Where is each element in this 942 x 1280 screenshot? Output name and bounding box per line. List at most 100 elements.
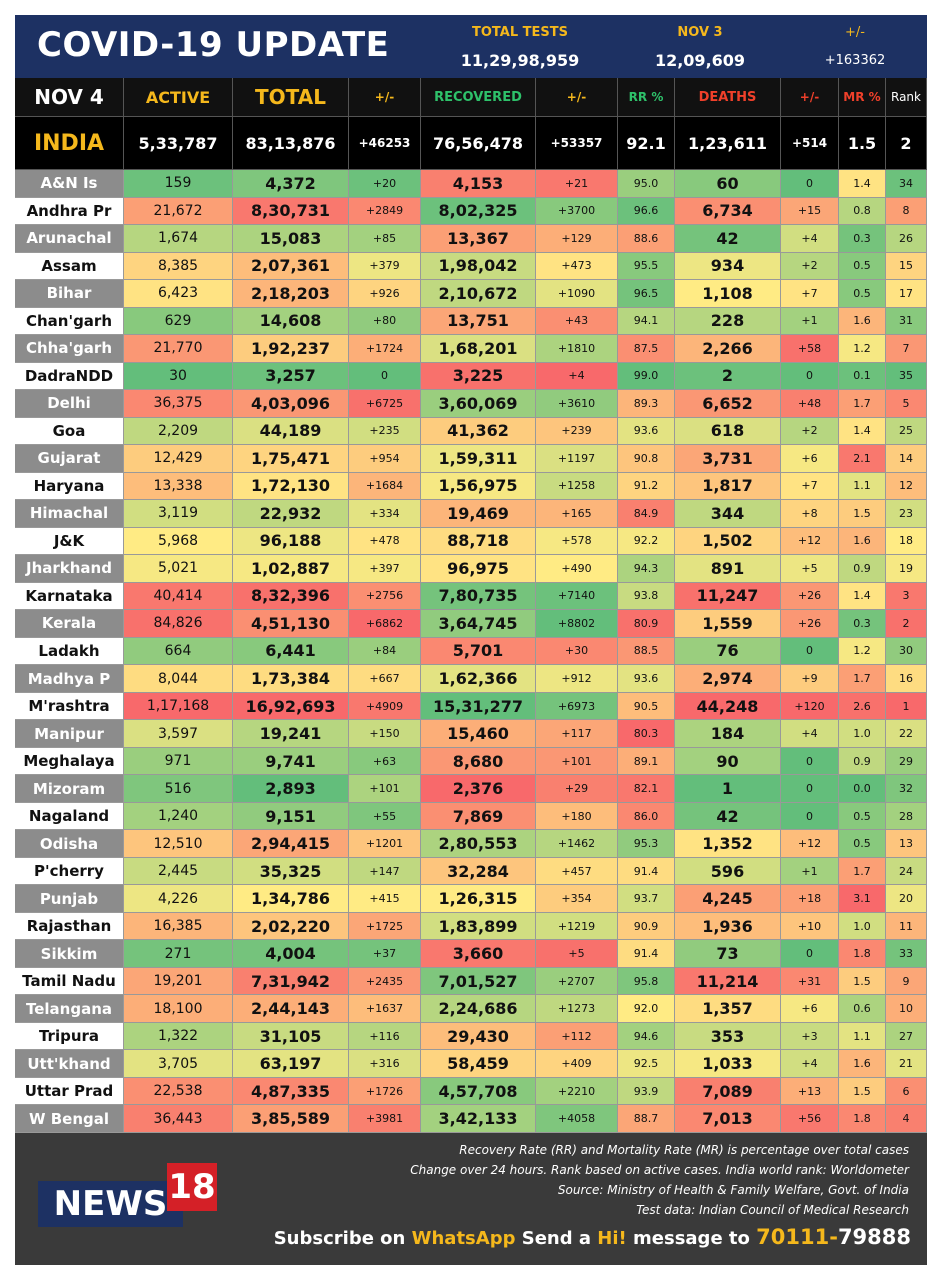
- table-cell: 1,817: [675, 472, 781, 501]
- table-cell: 8,680: [421, 747, 536, 776]
- column-header: DEATHS: [675, 78, 781, 117]
- table-cell: +2: [781, 417, 839, 446]
- table-cell: 91.2: [618, 472, 675, 501]
- logo-text: NEWS: [38, 1181, 183, 1227]
- table-cell: 1: [675, 775, 781, 803]
- table-cell: 13,367: [421, 225, 536, 253]
- table-cell: +26: [781, 610, 839, 638]
- table-cell: 3.1: [839, 885, 886, 913]
- table-cell: 93.9: [618, 1077, 675, 1106]
- table-cell: +150: [349, 720, 421, 748]
- table-cell: 2,376: [421, 775, 536, 803]
- table-cell: 1.2: [839, 335, 886, 363]
- table-cell: 891: [675, 555, 781, 583]
- table-cell: 2.6: [839, 692, 886, 721]
- table-cell: 7,01,527: [421, 967, 536, 996]
- table-cell: 7,869: [421, 802, 536, 831]
- table-cell: 0.5: [839, 830, 886, 858]
- table-cell: 596: [675, 857, 781, 886]
- table-cell: 3,705: [124, 1050, 233, 1078]
- table-cell: 516: [124, 775, 233, 803]
- india-value: +46253: [349, 117, 421, 170]
- table-cell: 22,538: [124, 1077, 233, 1106]
- note: Source: Ministry of Health & Family Welf…: [557, 1183, 909, 1197]
- table-cell: 353: [675, 1022, 781, 1051]
- table-cell: 21,770: [124, 335, 233, 363]
- state-name: Jharkhand: [15, 555, 124, 583]
- state-name: Mizoram: [15, 775, 124, 803]
- column-header: +/-: [536, 78, 618, 117]
- table-cell: 9: [886, 967, 927, 996]
- table-cell: 2,44,143: [233, 995, 349, 1023]
- state-name: Chha'garh: [15, 335, 124, 363]
- table-cell: 8,30,731: [233, 197, 349, 225]
- table-cell: 7,089: [675, 1077, 781, 1106]
- table-cell: 1.5: [839, 967, 886, 996]
- table-cell: 20: [886, 885, 927, 913]
- table-cell: +379: [349, 252, 421, 281]
- table-cell: 90.8: [618, 445, 675, 473]
- column-header: +/-: [349, 78, 421, 117]
- prev-label: NOV 3: [677, 25, 723, 40]
- table-cell: +18: [781, 885, 839, 913]
- table-cell: 1.5: [839, 500, 886, 528]
- table-cell: 15,31,277: [421, 692, 536, 721]
- table-cell: +112: [536, 1022, 618, 1051]
- table-cell: 0: [781, 747, 839, 776]
- table-cell: 629: [124, 307, 233, 336]
- table-cell: 21: [886, 1050, 927, 1078]
- table-cell: +15: [781, 197, 839, 225]
- table-cell: 15: [886, 252, 927, 281]
- note: Change over 24 hours. Rank based on acti…: [410, 1163, 909, 1177]
- table-cell: +13: [781, 1077, 839, 1106]
- table-cell: 4,03,096: [233, 390, 349, 418]
- state-name: DadraNDD: [15, 362, 124, 391]
- change-label: +/-: [845, 25, 865, 40]
- table-cell: +2435: [349, 967, 421, 996]
- table-cell: 1,02,887: [233, 555, 349, 583]
- india-value: 2: [886, 117, 927, 170]
- state-name: Himachal: [15, 500, 124, 528]
- table-cell: +926: [349, 280, 421, 308]
- table-cell: 4: [886, 1105, 927, 1133]
- table-cell: 94.6: [618, 1022, 675, 1051]
- table-cell: 0.3: [839, 610, 886, 638]
- table-cell: 344: [675, 500, 781, 528]
- state-name: Meghalaya: [15, 747, 124, 776]
- table-cell: +85: [349, 225, 421, 253]
- table-cell: 84,826: [124, 610, 233, 638]
- table-cell: +84: [349, 637, 421, 666]
- state-name: Uttar Prad: [15, 1077, 124, 1106]
- table-cell: 19,201: [124, 967, 233, 996]
- table-cell: +31: [781, 967, 839, 996]
- table-cell: +4: [781, 720, 839, 748]
- table-cell: 84.9: [618, 500, 675, 528]
- state-name: Karnataka: [15, 582, 124, 611]
- state-name: Delhi: [15, 390, 124, 418]
- table-cell: 90: [675, 747, 781, 776]
- table-cell: 89.3: [618, 390, 675, 418]
- state-name: Gujarat: [15, 445, 124, 473]
- state-name: Telangana: [15, 995, 124, 1023]
- india-value: +53357: [536, 117, 618, 170]
- table-cell: 88.5: [618, 637, 675, 666]
- table-cell: +7: [781, 280, 839, 308]
- table-cell: 1,936: [675, 912, 781, 941]
- table-cell: 15,460: [421, 720, 536, 748]
- table-cell: 92.0: [618, 995, 675, 1023]
- table-cell: 4,226: [124, 885, 233, 913]
- table-cell: +1462: [536, 830, 618, 858]
- table-cell: +6: [781, 445, 839, 473]
- table-cell: 95.0: [618, 170, 675, 198]
- table-cell: 63,197: [233, 1050, 349, 1078]
- table-cell: 2: [886, 610, 927, 638]
- table-cell: 29,430: [421, 1022, 536, 1051]
- table-cell: 90.5: [618, 692, 675, 721]
- table-cell: +3610: [536, 390, 618, 418]
- table-cell: +29: [536, 775, 618, 803]
- table-cell: +4: [781, 225, 839, 253]
- table-cell: 7: [886, 335, 927, 363]
- table-cell: +409: [536, 1050, 618, 1078]
- table-cell: 11: [886, 912, 927, 941]
